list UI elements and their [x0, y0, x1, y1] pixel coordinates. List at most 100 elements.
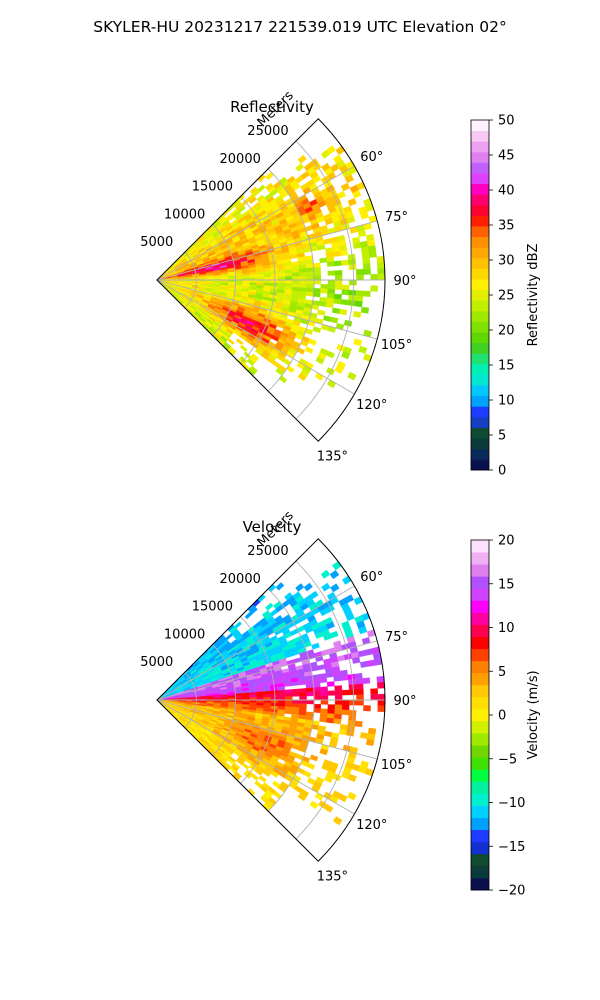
field-cell — [327, 284, 336, 290]
field-cell — [313, 271, 321, 277]
azimuth-tick-label: 75° — [385, 630, 408, 645]
colorbar-segment — [471, 289, 489, 301]
field-cell — [349, 699, 357, 706]
colorbar-segment — [471, 395, 489, 407]
colorbar-label: Velocity (m/s) — [526, 670, 541, 759]
field-cell — [348, 709, 357, 716]
field-cell — [361, 251, 370, 259]
colorbar-segment — [471, 648, 489, 662]
colorbar-segment — [471, 733, 489, 746]
field-cell — [297, 372, 307, 382]
field-cell — [318, 301, 327, 307]
field-cell — [298, 707, 307, 712]
field-cell — [348, 289, 357, 296]
field-cell — [277, 269, 286, 274]
colorbar-tick-label: 20 — [498, 534, 515, 549]
colorbar-tick-label: −5 — [498, 752, 517, 767]
colorbar-segment — [471, 769, 489, 782]
field-cell — [277, 699, 286, 704]
colorbar-tick-label: 15 — [498, 359, 515, 374]
field-cell — [341, 351, 351, 360]
chart-panels: Reflectivity500010000150002000025000Mete… — [140, 88, 541, 898]
colorbar-segment — [471, 448, 489, 460]
colorbar-segment — [471, 332, 489, 344]
field-cell — [334, 365, 344, 375]
azimuth-tick-label: 135° — [317, 449, 348, 464]
field-cell — [338, 308, 348, 316]
field-cell — [313, 695, 322, 701]
panel-reflectivity: Reflectivity500010000150002000025000Mete… — [140, 88, 541, 478]
colorbar-tick-label: 35 — [498, 219, 515, 234]
field-cell — [334, 699, 343, 706]
field-cell — [249, 274, 257, 278]
field-cell — [348, 684, 357, 691]
azimuth-tick-label: 120° — [356, 818, 387, 833]
colorbar-tick-label: −15 — [498, 840, 525, 855]
field-cell — [362, 677, 371, 684]
azimuth-tick-label: 135° — [317, 869, 348, 884]
field-cell — [306, 267, 314, 273]
field-cell — [299, 283, 307, 288]
colorbar-segment — [471, 141, 489, 153]
colorbar-tick-label: 5 — [498, 665, 506, 680]
field-cell — [327, 704, 336, 710]
field-cell — [306, 687, 314, 693]
colorbar-segment — [471, 781, 489, 794]
colorbar-tick-label: −20 — [498, 884, 525, 899]
field-cell — [242, 274, 250, 278]
colorbar-segment — [471, 183, 489, 195]
colorbar-segment — [471, 672, 489, 686]
field-cell — [362, 290, 371, 297]
field-cell — [341, 689, 350, 696]
field-cell — [333, 713, 342, 720]
field-cell — [306, 691, 314, 697]
colorbar-tick-label: 15 — [498, 577, 515, 592]
colorbar-tick-label: 40 — [498, 184, 515, 199]
colorbar-segment — [471, 552, 489, 565]
field-cell — [334, 709, 343, 715]
field-cell — [334, 279, 343, 286]
field-cell — [285, 699, 293, 704]
colorbar-segment — [471, 660, 489, 674]
field-cell — [327, 279, 336, 285]
field-cell — [299, 279, 307, 285]
colorbar-segment — [471, 564, 489, 577]
field-cell — [377, 273, 386, 281]
azimuth-gridline — [156, 279, 355, 395]
colorbar-segment — [471, 721, 489, 734]
field-cell — [285, 696, 293, 701]
field-cell — [355, 678, 364, 685]
field-cell — [376, 676, 385, 683]
colorbar-segment — [471, 374, 489, 386]
field-cell — [305, 263, 314, 269]
field-cell — [356, 699, 364, 706]
colorbar-segment — [471, 257, 489, 269]
field-cell — [292, 699, 300, 704]
colorbar-segment — [471, 708, 489, 722]
field-cell — [263, 273, 272, 278]
field-cell — [298, 264, 307, 269]
field-cell — [333, 260, 342, 267]
field-cell — [352, 311, 362, 318]
field-cell — [336, 190, 346, 200]
azimuth-tick-label: 105° — [381, 758, 412, 773]
radial-tick-label: 15000 — [192, 180, 233, 195]
panel-title: Reflectivity — [230, 98, 314, 116]
field-cell — [370, 274, 379, 281]
field-cell — [356, 269, 364, 275]
field-cell — [333, 298, 342, 305]
field-cell — [343, 319, 353, 327]
colorbar-segment — [471, 416, 489, 428]
field-cell — [325, 367, 335, 376]
field-cell — [326, 261, 335, 267]
field-cell — [327, 708, 336, 715]
colorbar-segment — [471, 853, 489, 867]
field-cell — [356, 689, 364, 695]
field-cell — [299, 272, 307, 277]
field-cell — [334, 694, 343, 701]
field-cell — [256, 694, 264, 698]
colorbar-segment — [471, 226, 489, 238]
colorbar-segment — [471, 624, 489, 637]
field-cell — [305, 291, 314, 297]
